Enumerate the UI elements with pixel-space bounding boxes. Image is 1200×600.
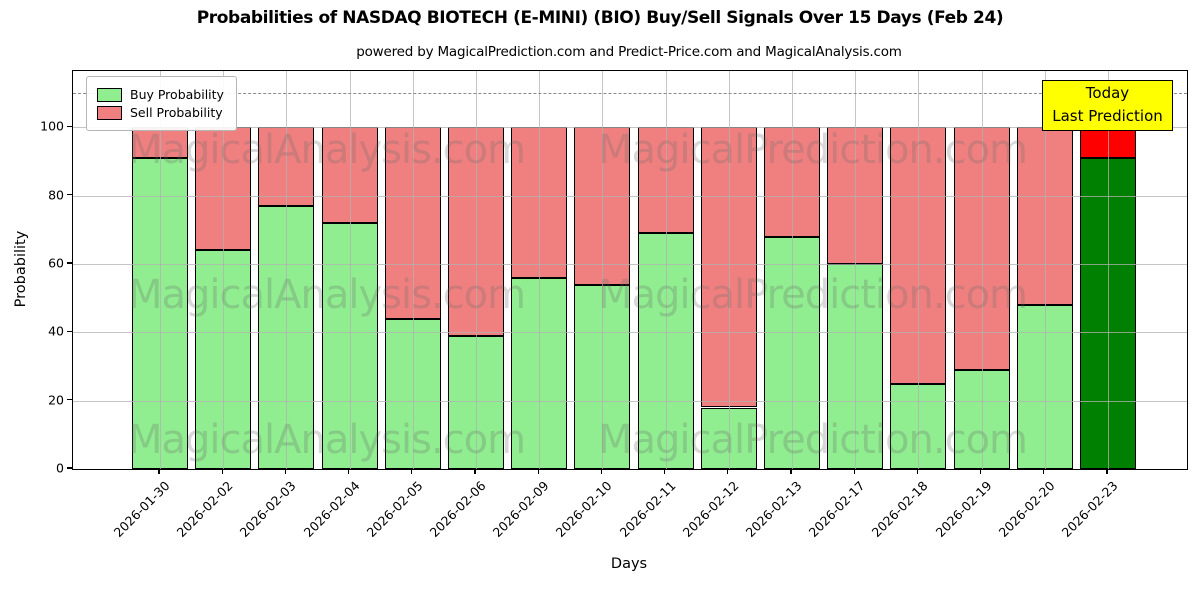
x-tick-label: 2026-01-30 xyxy=(110,478,173,540)
y-tick-label: 60 xyxy=(48,255,64,271)
x-gridline xyxy=(223,71,225,469)
x-tick-label: 2026-02-06 xyxy=(426,478,489,540)
x-tick-mark xyxy=(727,469,729,474)
x-tick-mark xyxy=(853,469,855,474)
x-tick-mark xyxy=(790,469,792,474)
x-gridline xyxy=(539,71,541,469)
x-tick-label: 2026-02-03 xyxy=(237,478,299,540)
y-gridline xyxy=(73,264,1187,266)
y-tick-mark xyxy=(67,262,72,264)
plot-area: MagicalAnalysis.com MagicalPrediction.com… xyxy=(72,70,1188,470)
chart-subtitle: powered by MagicalPrediction.com and Pre… xyxy=(356,44,902,60)
x-tick-mark xyxy=(1043,469,1045,474)
x-tick-mark xyxy=(474,469,476,474)
x-gridline xyxy=(918,71,920,469)
x-tick-mark xyxy=(347,469,350,474)
x-tick-mark xyxy=(537,469,539,474)
x-gridline xyxy=(981,71,983,469)
x-tick-label: 2026-02-04 xyxy=(300,478,363,540)
x-tick-label: 2026-02-09 xyxy=(489,478,552,540)
y-tick-mark xyxy=(67,398,72,401)
x-axis-label: Days xyxy=(610,556,648,572)
x-tick-mark xyxy=(979,469,982,474)
x-gridline xyxy=(602,71,604,469)
y-tick-label: 20 xyxy=(48,392,64,408)
x-gridline xyxy=(286,71,288,469)
x-tick-label: 2026-02-20 xyxy=(995,478,1058,540)
x-tick-mark xyxy=(411,469,413,474)
legend-item-buy: Buy Probability xyxy=(97,87,224,102)
legend-buy-label: Buy Probability xyxy=(130,87,224,102)
y-gridline xyxy=(73,332,1187,334)
x-gridline xyxy=(728,71,730,469)
watermark-text: MagicalPrediction.com xyxy=(598,417,1028,463)
today-annotation-line2: Last Prediction xyxy=(1052,107,1163,125)
y-gridline xyxy=(73,127,1187,129)
today-annotation: Today Last Prediction xyxy=(1042,80,1173,131)
y-tick-label: 100 xyxy=(40,118,64,134)
x-tick-label: 2026-02-05 xyxy=(363,478,426,540)
x-tick-mark xyxy=(158,469,160,474)
y-tick-label: 0 xyxy=(56,460,64,476)
buy-color-swatch xyxy=(97,87,122,102)
x-gridline xyxy=(412,71,414,469)
y-tick-label: 40 xyxy=(48,323,64,339)
x-tick-label: 2026-02-13 xyxy=(742,478,805,540)
watermark-text: MagicalPrediction.com xyxy=(598,127,1028,173)
x-tick-label: 2026-02-11 xyxy=(616,478,679,540)
x-tick-label: 2026-02-23 xyxy=(1058,478,1121,540)
sell-color-swatch xyxy=(97,105,122,120)
today-annotation-line1: Today xyxy=(1085,84,1130,102)
y-gridline xyxy=(73,400,1187,402)
x-tick-mark xyxy=(1106,469,1108,474)
x-gridline xyxy=(160,71,161,469)
x-tick-label: 2026-02-02 xyxy=(173,478,236,540)
x-gridline xyxy=(349,71,351,469)
dashed-threshold-line xyxy=(73,93,1187,95)
x-gridline xyxy=(476,71,477,469)
x-gridline xyxy=(665,71,667,469)
watermark-text: MagicalPrediction.com xyxy=(598,272,1028,318)
watermark-text: MagicalAnalysis.com xyxy=(128,127,526,173)
legend-sell-label: Sell Probability xyxy=(130,105,223,120)
x-tick-label: 2026-02-12 xyxy=(679,478,742,540)
x-gridline xyxy=(855,71,857,469)
x-tick-mark xyxy=(221,469,223,474)
x-tick-label: 2026-02-19 xyxy=(932,478,995,540)
x-tick-mark xyxy=(284,469,287,474)
y-tick-mark xyxy=(67,330,72,333)
y-tick-mark xyxy=(67,467,72,469)
x-tick-mark xyxy=(916,469,919,474)
x-gridline xyxy=(1108,71,1109,469)
x-tick-mark xyxy=(600,469,603,474)
x-gridline xyxy=(1044,71,1046,469)
x-tick-mark xyxy=(663,469,666,474)
chart-title: Probabilities of NASDAQ BIOTECH (E-MINI)… xyxy=(196,8,1004,28)
y-tick-label: 80 xyxy=(48,187,64,203)
watermark-text: MagicalAnalysis.com xyxy=(128,417,526,463)
y-gridline xyxy=(73,195,1187,197)
x-gridline xyxy=(792,71,793,469)
y-tick-mark xyxy=(67,193,72,196)
y-tick-mark xyxy=(67,125,72,128)
legend: Buy Probability Sell Probability xyxy=(86,76,237,131)
x-tick-label: 2026-02-17 xyxy=(805,478,868,540)
x-tick-label: 2026-02-10 xyxy=(553,478,615,540)
x-tick-label: 2026-02-18 xyxy=(869,478,931,540)
legend-item-sell: Sell Probability xyxy=(97,105,224,120)
watermark-text: MagicalAnalysis.com xyxy=(128,272,526,318)
